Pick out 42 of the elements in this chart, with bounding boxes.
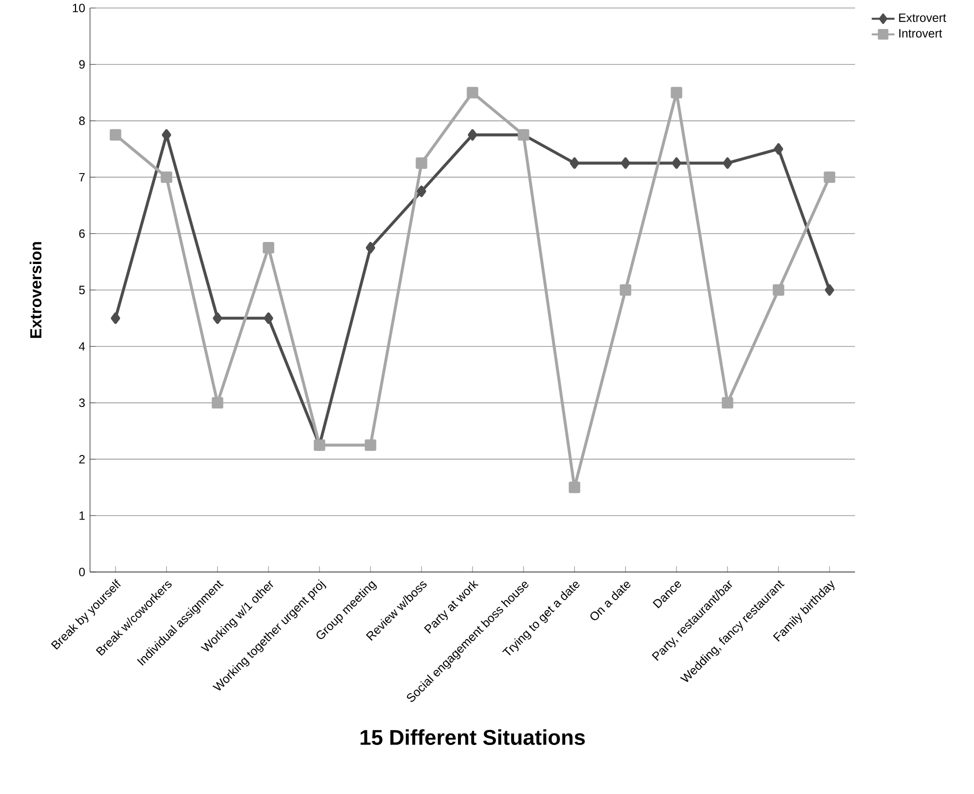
y-tick-label: 4 (78, 342, 85, 351)
y-tick-label: 0 (79, 568, 85, 576)
point (262, 242, 274, 254)
point (264, 312, 274, 324)
point (570, 157, 580, 169)
point (468, 129, 478, 141)
y-tick-label: 6 (79, 229, 85, 238)
y-tick-label: 2 (79, 455, 85, 464)
point (722, 397, 734, 409)
legend-label: Extrovert (899, 14, 946, 22)
point (212, 397, 224, 409)
y-tick-label: 5 (79, 286, 85, 294)
point (110, 129, 122, 141)
point (772, 284, 784, 296)
point (110, 312, 120, 324)
point (824, 284, 834, 296)
point (366, 242, 376, 254)
y-tick-label: 3 (79, 398, 85, 408)
x-tick-label: On a date (590, 582, 630, 620)
point (364, 439, 376, 451)
point (466, 86, 478, 98)
point (722, 157, 732, 169)
legend-label: Introvert (899, 29, 942, 38)
point (416, 157, 428, 169)
y-axis-title: Extroversion (30, 242, 42, 338)
y-tick-label: 8 (79, 116, 85, 126)
y-tick-label: 10 (72, 4, 85, 12)
point (670, 86, 682, 98)
point (672, 157, 682, 169)
x-axis-title: 15 Different Situations (360, 729, 585, 745)
point (162, 129, 172, 141)
point (416, 186, 426, 198)
point (212, 312, 222, 324)
point (620, 157, 630, 169)
point (774, 143, 784, 155)
y-tick-label: 1 (80, 511, 85, 520)
point (160, 171, 172, 183)
point (620, 284, 632, 296)
point (568, 482, 580, 494)
y-tick-label: 7 (79, 173, 85, 182)
y-tick-label: 9 (79, 60, 85, 69)
point (824, 171, 836, 183)
